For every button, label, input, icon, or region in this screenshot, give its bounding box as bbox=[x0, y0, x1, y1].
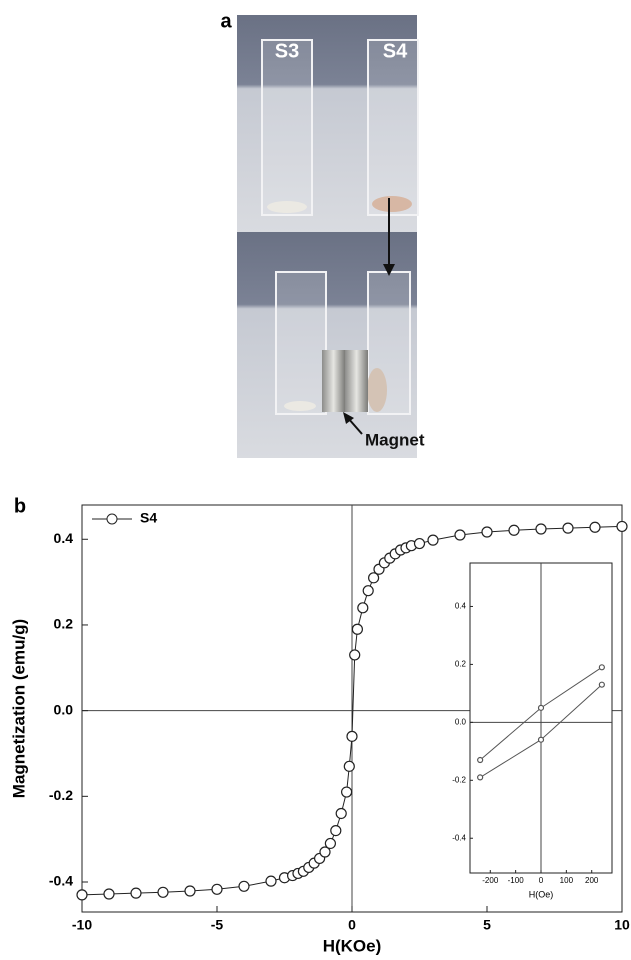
y-tick-label: -0.4 bbox=[452, 833, 466, 842]
cuvette-label: S4 bbox=[383, 40, 408, 62]
x-tick-label: 0 bbox=[348, 917, 356, 933]
marker bbox=[368, 572, 380, 584]
y-tick-label: -0.2 bbox=[452, 775, 466, 784]
marker bbox=[341, 786, 353, 798]
marker bbox=[427, 534, 439, 546]
x-tick-label: 0 bbox=[539, 876, 544, 885]
magnet bbox=[345, 350, 368, 412]
marker bbox=[481, 526, 493, 538]
x-tick-label: -10 bbox=[72, 917, 92, 933]
x-tick-label: -200 bbox=[482, 876, 499, 885]
x-tick-label: -5 bbox=[211, 917, 224, 933]
arrow-head bbox=[343, 412, 354, 424]
marker bbox=[76, 889, 88, 901]
marker bbox=[349, 649, 361, 661]
marker bbox=[537, 704, 545, 711]
cuvette-label: S3 bbox=[275, 40, 299, 62]
powder bbox=[367, 368, 387, 412]
marker bbox=[562, 522, 574, 534]
legend-label: S4 bbox=[140, 510, 157, 526]
marker bbox=[319, 846, 331, 858]
y-tick-label: -0.4 bbox=[49, 873, 73, 889]
marker bbox=[535, 523, 547, 535]
y-tick-label: 0.2 bbox=[455, 660, 467, 669]
magnet bbox=[322, 350, 345, 412]
powder bbox=[372, 196, 412, 212]
y-tick-label: 0.0 bbox=[455, 717, 467, 726]
marker bbox=[477, 756, 484, 764]
marker bbox=[103, 888, 115, 900]
marker bbox=[589, 521, 601, 533]
marker bbox=[265, 875, 277, 887]
x-tick-label: 200 bbox=[585, 876, 599, 885]
marker bbox=[413, 537, 426, 550]
x-tick-label: 5 bbox=[483, 917, 491, 933]
photo-top bbox=[237, 15, 417, 232]
marker bbox=[598, 681, 605, 688]
marker bbox=[351, 623, 363, 635]
powder bbox=[267, 201, 307, 213]
marker bbox=[157, 886, 169, 898]
x-tick-label: -100 bbox=[508, 876, 525, 885]
marker bbox=[330, 824, 342, 837]
marker bbox=[335, 807, 347, 820]
y-tick-label: 0.4 bbox=[455, 602, 467, 611]
marker bbox=[537, 736, 545, 743]
marker bbox=[238, 880, 250, 892]
x-axis-label: H(Oe) bbox=[529, 889, 554, 899]
marker bbox=[184, 885, 196, 897]
y-axis-label: Magnetization (emu/g) bbox=[9, 619, 28, 798]
y-tick-label: -0.2 bbox=[49, 787, 73, 803]
powder bbox=[284, 401, 316, 411]
marker bbox=[616, 520, 628, 533]
marker bbox=[343, 760, 355, 772]
marker bbox=[130, 887, 142, 899]
y-tick-label: 0.4 bbox=[54, 530, 74, 546]
marker bbox=[324, 837, 336, 850]
marker bbox=[357, 602, 369, 614]
x-tick-label: 100 bbox=[560, 876, 574, 885]
marker bbox=[346, 730, 358, 742]
x-axis-label: H(KOe) bbox=[323, 936, 382, 955]
arrow-head bbox=[383, 264, 395, 276]
marker bbox=[477, 774, 484, 781]
marker bbox=[362, 585, 374, 597]
marker bbox=[508, 524, 520, 536]
photo: a S3 S4 Magnet bbox=[220, 10, 425, 458]
panel-label: b bbox=[14, 495, 26, 517]
y-tick-label: 0.2 bbox=[54, 616, 74, 632]
marker bbox=[454, 529, 466, 541]
x-tick-label: 10 bbox=[614, 917, 630, 933]
marker bbox=[211, 883, 223, 895]
legend-marker bbox=[106, 513, 118, 525]
y-tick-label: 0.0 bbox=[54, 701, 74, 717]
panel-label: a bbox=[220, 10, 232, 32]
marker bbox=[598, 664, 605, 671]
annotation: Magnet bbox=[365, 430, 425, 449]
